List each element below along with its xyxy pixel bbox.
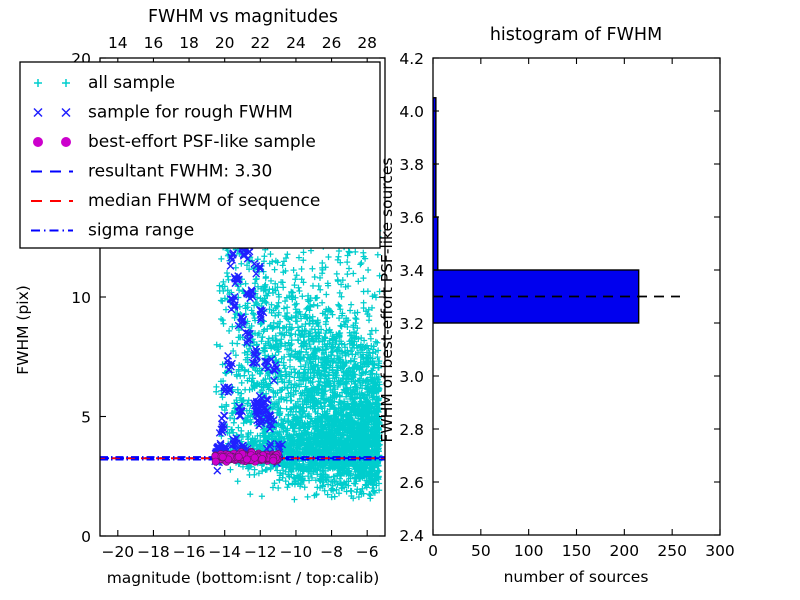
legend-item-label: median FHWM of sequence [88, 191, 320, 211]
legend-item-label: best-effort PSF-like sample [88, 132, 316, 152]
top-ticklabel: 26 [322, 34, 342, 52]
x-ticklabel: 250 [657, 542, 687, 560]
legend-item: median FHWM of sequence [31, 191, 320, 211]
y-ticklabel: 3.0 [399, 368, 424, 386]
psf-like-point [218, 453, 227, 461]
psf-like-point [250, 453, 259, 462]
legend-item: sigma range [31, 221, 194, 241]
left-panel-scatter: FWHM vs magnitudes [14, 7, 386, 587]
legend-item: sample for rough FWHM [33, 103, 293, 123]
top-ticklabel: 18 [179, 34, 199, 52]
legend-item: all sample [34, 73, 175, 93]
legend-item-label: all sample [88, 73, 175, 93]
y-ticklabel: 4.0 [399, 103, 424, 121]
right-panel-y-ticklabels: 2.4 2.6 2.8 3.0 3.2 3.4 3.6 3.8 4.0 4.2 [399, 50, 424, 545]
legend-box: all sample sample for rough FWHM best-effo… [19, 61, 381, 249]
legend-circle-icon [33, 137, 43, 147]
left-panel-bottom-ticklabels: −20 −18 −16 −14 −12 −10 −8 −6 [101, 543, 378, 561]
y-ticklabel: 3.6 [399, 209, 424, 227]
top-ticklabel: 22 [250, 34, 270, 52]
x-ticklabel: 100 [514, 542, 544, 560]
legend-item: best-effort PSF-like sample [33, 132, 316, 152]
legend-cross-icon [61, 107, 71, 118]
y-ticklabel: 2.6 [399, 474, 424, 492]
y-ticklabel: 5 [81, 409, 91, 427]
bottom-ticklabel: −18 [137, 543, 170, 561]
top-ticklabel: 20 [215, 34, 235, 52]
psf-like-point [211, 457, 220, 466]
left-panel-top-ticklabels: 14 16 18 20 22 24 26 28 [108, 34, 377, 52]
psf-like-point [258, 454, 266, 463]
psf-like-point [234, 452, 243, 461]
bottom-ticklabel: −10 [280, 543, 313, 561]
legend-item-label: sigma range [88, 221, 194, 241]
histogram-bars-group [433, 97, 680, 324]
psf-like-point [243, 455, 251, 464]
y-ticklabel: 3.2 [399, 315, 424, 333]
legend-background [19, 61, 381, 249]
right-panel-histogram: histogram of FWHM 0 50 100 150 200 250 300 2.4… [378, 25, 735, 586]
y-ticklabel: 4.2 [399, 50, 424, 68]
right-panel-ylabel: FWHM of best-effort PSF-like sources [378, 157, 396, 442]
y-ticklabel: 10 [71, 289, 91, 307]
legend-item-label: sample for rough FWHM [88, 103, 293, 123]
y-ticklabel: 0 [81, 528, 91, 546]
x-ticklabel: 200 [610, 542, 640, 560]
right-panel-xlabel: number of sources [504, 568, 649, 586]
y-ticklabel: 2.4 [399, 527, 424, 545]
bottom-ticklabel: −16 [173, 543, 206, 561]
x-ticklabel: 300 [705, 542, 735, 560]
x-ticklabel: 150 [562, 542, 592, 560]
bottom-ticklabel: −12 [244, 543, 277, 561]
psf-like-point [269, 456, 278, 465]
legend-item: resultant FWHM: 3.30 [31, 162, 272, 182]
legend-item-label: resultant FWHM: 3.30 [88, 162, 272, 182]
right-panel-bottom-ticklabels: 0 50 100 150 200 250 300 [428, 542, 735, 560]
series-psf-like-sample [211, 447, 282, 466]
left-panel-y-ticks [100, 57, 385, 537]
y-ticklabel: 2.8 [399, 421, 424, 439]
legend-plus-icon [62, 79, 70, 87]
bottom-ticklabel: −8 [320, 543, 343, 561]
x-ticklabel: 0 [428, 542, 438, 560]
histogram-bar [433, 216, 439, 271]
x-ticklabel: 50 [471, 542, 491, 560]
y-ticklabel: 3.4 [399, 262, 424, 280]
bottom-ticklabel: −14 [208, 543, 241, 561]
top-ticklabel: 24 [286, 34, 306, 52]
legend-circle-icon [61, 137, 71, 147]
right-panel-bottom-ticks [432, 58, 721, 535]
bottom-ticklabel: −20 [101, 543, 134, 561]
left-panel-xlabel: magnitude (bottom:isnt / top:calib) [107, 569, 380, 587]
y-ticklabel: 3.8 [399, 156, 424, 174]
left-panel-ylabel: FWHM (pix) [14, 285, 32, 375]
right-panel-title: histogram of FWHM [490, 25, 662, 45]
left-panel-title: FWHM vs magnitudes [148, 7, 338, 27]
top-ticklabel: 14 [108, 34, 128, 52]
top-ticklabel: 28 [357, 34, 377, 52]
right-panel-y-ticks [433, 57, 720, 536]
bottom-ticklabel: −6 [356, 543, 379, 561]
top-ticklabel: 16 [144, 34, 164, 52]
legend-plus-icon [34, 79, 42, 87]
legend-cross-icon [33, 107, 43, 118]
